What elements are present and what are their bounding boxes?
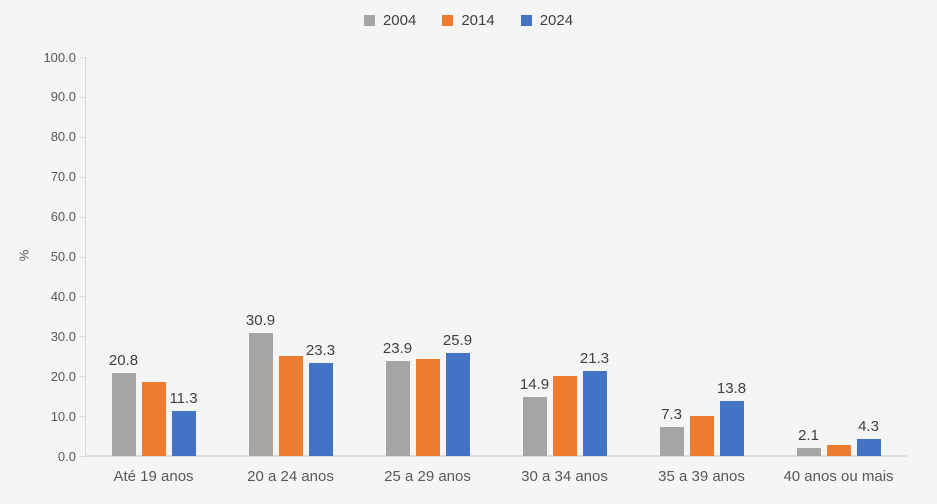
bar-2024-4: 21.3 — [580, 351, 609, 456]
y-tick-mark — [80, 336, 86, 338]
bar-group-2: 30.9 23.3 — [222, 57, 359, 456]
y-tick-label: 50.0 — [50, 249, 76, 264]
y-tick-mark — [80, 256, 86, 258]
y-tick-mark — [80, 176, 86, 178]
bar-2004-4: 14.9 — [520, 377, 549, 456]
y-tick-label: 100.0 — [43, 49, 76, 65]
x-category-label: 20 a 24 anos — [247, 468, 334, 485]
y-tick-label: 20.0 — [50, 368, 76, 384]
x-category-label: 30 a 34 anos — [521, 468, 608, 485]
y-tick-mark — [80, 57, 86, 58]
bar-value-label: 2.1 — [798, 426, 819, 444]
bar-group-4: 14.9 21.3 — [496, 57, 633, 456]
bar-value-label: 25.9 — [442, 331, 473, 349]
y-tick-label: 80.0 — [50, 129, 76, 145]
bar-group-6: 2.1 4.3 — [770, 57, 907, 456]
legend-item-2014: 2014 — [442, 12, 495, 29]
x-category-label: 25 a 29 anos — [384, 468, 471, 485]
bar-value-label: 20.8 — [108, 352, 139, 370]
y-tick-mark — [80, 456, 86, 457]
bar-value-label: 11.3 — [169, 389, 198, 407]
y-tick-mark — [80, 296, 86, 298]
chart-legend: 2004 2014 2024 — [0, 13, 937, 28]
x-category-label: Até 19 anos — [113, 468, 194, 485]
bar-2004-1: 20.8 — [109, 353, 138, 456]
bar-2014-6 — [826, 445, 851, 456]
legend-marker-icon — [520, 15, 532, 26]
y-tick-label: 30.0 — [50, 328, 76, 344]
bar-value-label: 7.3 — [661, 405, 682, 423]
y-tick-label: 0.0 — [57, 448, 76, 464]
legend-marker-icon — [442, 15, 454, 26]
bar-2024-5: 13.8 — [717, 381, 746, 456]
y-tick-label: 60.0 — [50, 209, 76, 225]
bar-value-label: 23.3 — [305, 342, 336, 360]
bar-2014-3 — [415, 358, 440, 456]
y-tick-label: 90.0 — [50, 89, 76, 105]
legend-item-2024: 2024 — [520, 12, 574, 29]
bar-value-label: 21.3 — [579, 350, 610, 368]
bar-2004-3: 23.9 — [383, 341, 412, 456]
bar-2014-1 — [141, 382, 166, 456]
x-category-label: 35 a 39 anos — [658, 468, 745, 485]
bar-2004-6: 2.1 — [796, 428, 821, 456]
bar-value-label: 13.8 — [716, 379, 747, 397]
bar-group-5: 7.3 13.8 — [633, 57, 770, 456]
legend-label: 2004 — [382, 12, 417, 29]
bar-2004-2: 30.9 — [246, 313, 275, 456]
y-tick-label: 40.0 — [50, 288, 76, 304]
bar-group-3: 23.9 25.9 — [359, 57, 496, 456]
bar-group-1: 20.8 11.3 — [85, 57, 222, 456]
y-tick-mark — [80, 216, 86, 218]
bar-value-label: 4.3 — [858, 417, 879, 435]
legend-marker-icon — [363, 15, 375, 26]
bar-2024-6: 4.3 — [856, 419, 881, 456]
bar-value-label: 30.9 — [245, 311, 276, 329]
bar-2024-3: 25.9 — [443, 333, 472, 456]
bar-2024-1: 11.3 — [169, 391, 198, 456]
y-tick-mark — [80, 136, 86, 138]
y-tick-mark — [80, 376, 86, 378]
bar-value-label: 23.9 — [382, 339, 413, 357]
bar-2024-2: 23.3 — [306, 343, 335, 456]
y-tick-mark — [80, 416, 86, 418]
bar-2014-4 — [552, 376, 577, 456]
bar-2014-2 — [278, 355, 303, 456]
legend-item-2004: 2004 — [363, 12, 417, 29]
legend-label: 2014 — [461, 12, 495, 29]
bar-2014-5 — [689, 416, 714, 456]
x-axis-line — [85, 455, 907, 457]
bar-2004-5: 7.3 — [659, 407, 684, 456]
y-tick-mark — [80, 96, 86, 98]
bar-value-label: 14.9 — [519, 375, 550, 393]
y-tick-label: 10.0 — [50, 408, 76, 424]
x-category-label: 40 anos ou mais — [783, 468, 894, 485]
y-tick-label: 70.0 — [50, 169, 76, 185]
legend-label: 2024 — [539, 12, 574, 29]
